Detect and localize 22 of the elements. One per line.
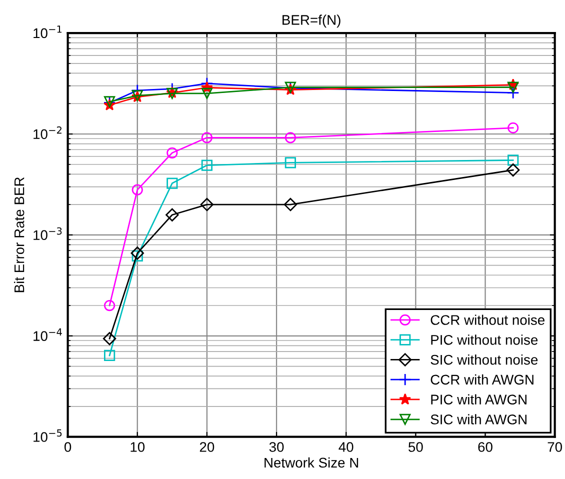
x-tick-label: 0 xyxy=(64,442,72,452)
y-tick-label: 10$^{−3}$ xyxy=(34,227,62,240)
x-tick-label: 30 xyxy=(269,442,284,452)
y-tick-label: 10$^{−5}$ xyxy=(34,429,62,442)
legend-label: SIC without noise xyxy=(430,354,538,365)
y-axis-title: Bit Error Rate BER xyxy=(14,177,24,292)
legend-label: PIC with AWGN xyxy=(431,394,526,404)
x-tick-label: 40 xyxy=(338,442,354,452)
y-tick-label: 10$^{−2}$ xyxy=(34,126,62,140)
x-tick-label: 20 xyxy=(200,442,214,452)
x-axis-title: Network Size N xyxy=(264,457,358,468)
legend-label: CCR with AWGN xyxy=(430,374,534,385)
x-tick-label: 60 xyxy=(478,442,492,452)
legend-label: SIC with AWGN xyxy=(430,414,526,424)
chart-title: BER=f(N) xyxy=(282,14,340,28)
x-tick-label: 70 xyxy=(548,442,562,452)
y-tick-label: 10$^{−4}$ xyxy=(34,328,62,341)
legend-label: CCR without noise xyxy=(430,314,544,325)
x-tick-label: 50 xyxy=(408,442,423,452)
legend-label: PIC without noise xyxy=(431,334,538,345)
y-tick-label: 10$^{−1}$ xyxy=(34,26,62,38)
x-tick-label: 10 xyxy=(130,442,145,452)
